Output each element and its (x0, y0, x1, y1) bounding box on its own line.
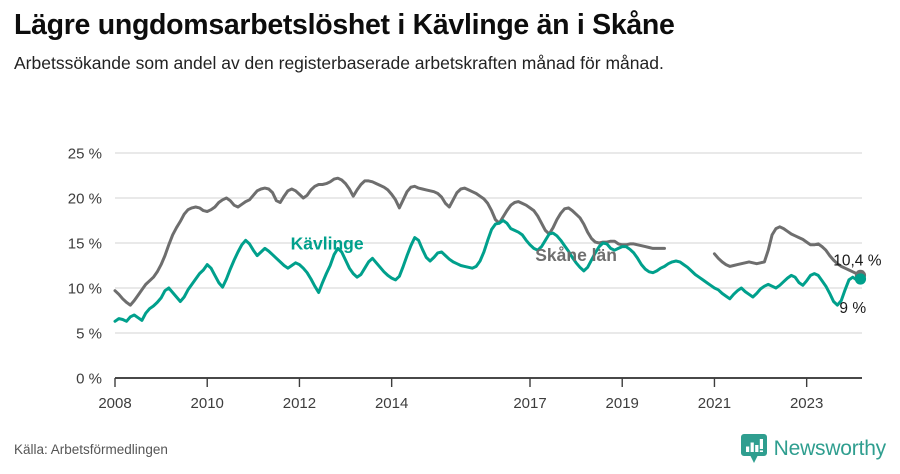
chart-footer: Källa: Arbetsförmedlingen Newsworthy (0, 428, 900, 474)
x-tick-label: 2023 (790, 395, 823, 412)
end-value-label: 9 % (839, 300, 866, 317)
bar-chart-bubble-icon (740, 434, 767, 463)
series-line-skåne-län (113, 176, 862, 307)
series-inline-label: Skåne län (535, 245, 617, 265)
y-tick-label: 0 % (76, 371, 102, 388)
end-value-label: 10,4 % (833, 253, 881, 270)
x-tick-label: 2012 (283, 395, 316, 412)
series-endpoint-marker (854, 273, 867, 285)
source-note: Källa: Arbetsförmedlingen (14, 442, 168, 457)
series-annotations: Kävlinge Skåne län 10,4 % 9 % (291, 233, 882, 317)
x-tick-label: 2014 (375, 395, 408, 412)
x-axis-labels: 2008 2010 2012 2014 2017 2019 2021 2023 (98, 395, 823, 412)
gridlines (115, 152, 862, 379)
x-axis (114, 377, 862, 387)
brand-name: Newsworthy (773, 437, 887, 460)
y-tick-label: 10 % (68, 281, 102, 298)
y-tick-label: 20 % (68, 191, 102, 208)
y-tick-label: 15 % (68, 236, 102, 253)
chart-header: Lägre ungdomsarbetslöshet i Kävlinge än … (0, 0, 900, 74)
y-axis-labels: 0 % 5 % 10 % 15 % 20 % 25 % (68, 146, 102, 388)
series-lines (113, 176, 862, 323)
x-tick-label: 2010 (191, 395, 224, 412)
y-tick-label: 5 % (76, 326, 102, 343)
line-chart: 0 % 5 % 10 % 15 % 20 % 25 % Kävlinge Skåne län… (68, 146, 882, 413)
x-tick-label: 2008 (98, 395, 131, 412)
page-title: Lägre ungdomsarbetslöshet i Kävlinge än … (14, 9, 675, 41)
series-inline-label: Kävlinge (291, 233, 364, 253)
x-tick-label: 2021 (698, 395, 731, 412)
page-subtitle: Arbetssökande som andel av den registerb… (14, 52, 664, 73)
chart-area: 0 % 5 % 10 % 15 % 20 % 25 % Kävlinge Skåne län… (0, 128, 900, 418)
y-tick-label: 25 % (68, 146, 102, 163)
x-tick-label: 2019 (606, 395, 639, 412)
series-endpoints (854, 269, 867, 285)
x-tick-label: 2017 (513, 395, 546, 412)
brand-logo: Newsworthy (740, 434, 887, 464)
series-line-kävlinge (113, 219, 862, 323)
